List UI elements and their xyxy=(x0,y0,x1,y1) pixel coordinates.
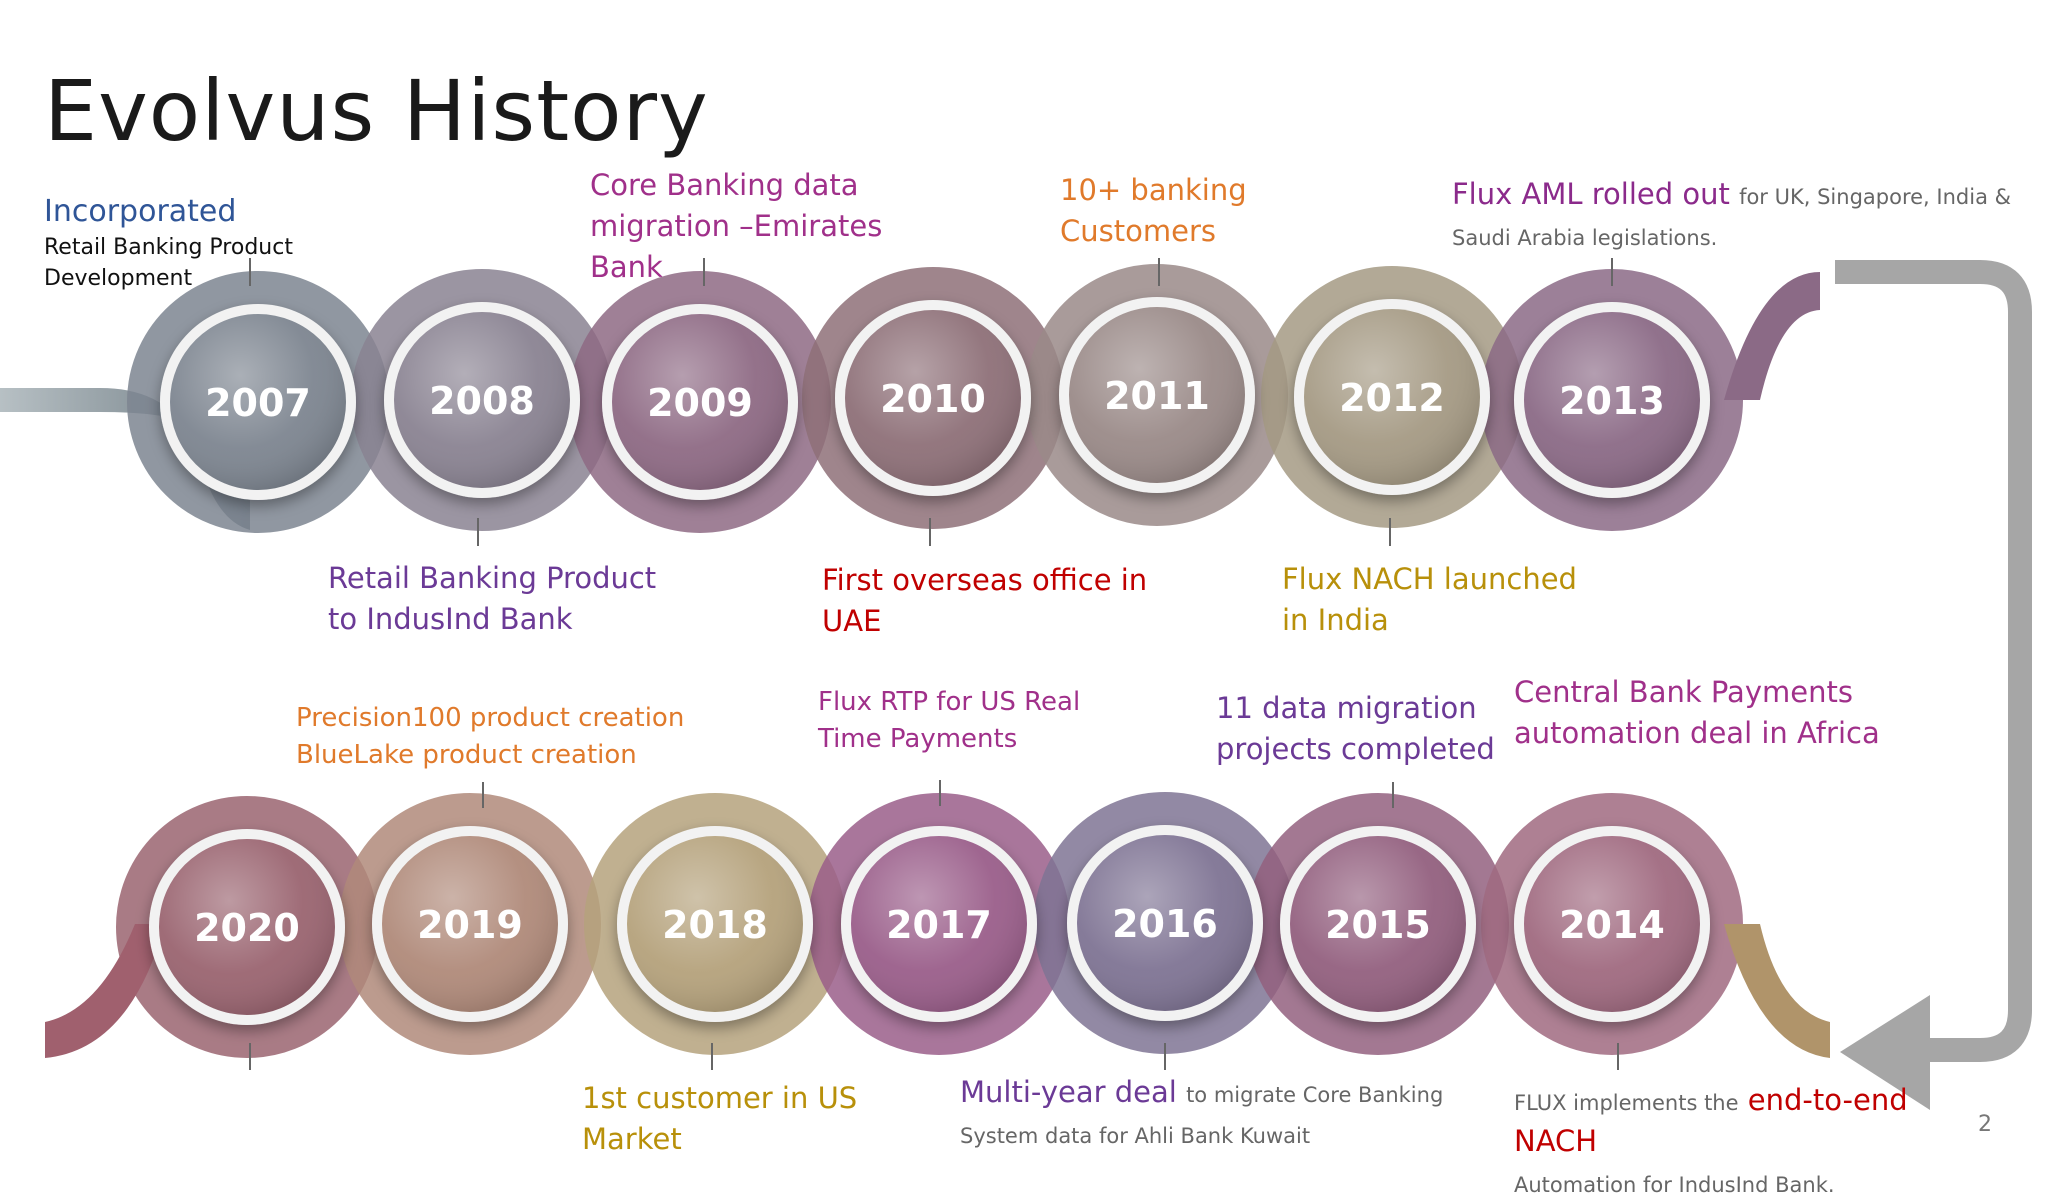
track-arc-lower-2018 xyxy=(584,793,846,925)
track-arc-lower-2014 xyxy=(1481,793,1743,925)
year-label-2013: 2013 xyxy=(1559,379,1665,423)
track-arc-2013 xyxy=(1481,399,1743,531)
milestone-2010-label: First overseas office in UAE xyxy=(822,563,1148,638)
track-arc-2018 xyxy=(584,923,846,1055)
timeline-track xyxy=(0,264,1830,1058)
track-lead-out-bottom xyxy=(1724,924,1830,1058)
year-node-shine xyxy=(382,836,558,1012)
track-arc-lower-2007 xyxy=(127,271,389,403)
milestone-2014-label: FLUX implements the end-to-end NACH Auto… xyxy=(1514,1083,1908,1197)
year-label-2010: 2010 xyxy=(880,377,986,421)
year-node-2019: 2019 xyxy=(372,826,568,1022)
year-node-shine xyxy=(1069,307,1245,483)
year-label-2014: 2014 xyxy=(1559,903,1665,947)
slide-title: Evolvus History xyxy=(44,62,709,160)
year-node-2012: 2012 xyxy=(1294,299,1490,495)
year-node-2008: 2008 xyxy=(384,302,580,498)
year-node-2007: 2007 xyxy=(160,304,356,500)
milestone-2013-label: Flux AML rolled out for UK, Singapore, I… xyxy=(1452,177,2011,250)
year-label-2012: 2012 xyxy=(1339,376,1445,420)
year-node-2017: 2017 xyxy=(841,826,1037,1022)
track-arc-lower-2017 xyxy=(808,923,1070,1055)
year-node-shine xyxy=(851,836,1027,1012)
track-arc-lower-2010 xyxy=(802,397,1064,529)
timeline-diagram: 2007 2008 2009 2010 2011 2012 2013 2014 2015 2016… xyxy=(0,258,2032,1110)
track-arc-lower-2020 xyxy=(116,796,378,928)
milestone-2019-label: Precision100 product creation BlueLake p… xyxy=(296,703,685,770)
track-arc-lower-2009 xyxy=(569,271,831,403)
milestone-2016-label: Multi-year deal to migrate Core Banking … xyxy=(960,1075,1444,1148)
track-arc-2010 xyxy=(802,267,1064,399)
year-node-shine xyxy=(1304,309,1480,485)
year-node-2013: 2013 xyxy=(1514,302,1710,498)
track-arc-2007 xyxy=(127,401,389,533)
milestone-2017-label: Flux RTP for US Real Time Payments xyxy=(818,687,1081,754)
year-node-2018: 2018 xyxy=(617,826,813,1022)
year-node-2015: 2015 xyxy=(1280,826,1476,1022)
milestone-2018-label: 1st customer in US Market xyxy=(582,1081,858,1156)
year-label-2008: 2008 xyxy=(429,379,535,423)
track-arc-2017 xyxy=(808,793,1070,925)
milestone-2008-label: Retail Banking Product to IndusInd Bank xyxy=(328,561,657,636)
milestone-2012-label: Flux NACH launched in India xyxy=(1282,562,1577,637)
year-node-2014: 2014 xyxy=(1514,826,1710,1022)
year-label-2015: 2015 xyxy=(1325,903,1431,947)
year-label-2018: 2018 xyxy=(662,903,768,947)
year-node-2020: 2020 xyxy=(149,829,345,1025)
year-label-2009: 2009 xyxy=(647,381,753,425)
slide: 2007 2008 2009 2010 2011 2012 2013 2014 2015 2016… xyxy=(0,62,2032,1197)
year-node-shine xyxy=(394,312,570,488)
year-node-shine xyxy=(1524,836,1700,1012)
year-label-2011: 2011 xyxy=(1104,374,1210,418)
page-number: 2 xyxy=(1978,1112,1992,1137)
track-arc-2012 xyxy=(1261,266,1523,398)
row-connector-arrow xyxy=(1835,260,2032,1110)
track-arc-lower-2013 xyxy=(1481,269,1743,401)
track-arc-2020 xyxy=(116,926,378,1058)
year-label-2019: 2019 xyxy=(417,903,523,947)
year-label-2017: 2017 xyxy=(886,903,992,947)
track-arc-2011 xyxy=(1026,394,1288,526)
track-arc-2009 xyxy=(569,401,831,533)
year-node-2011: 2011 xyxy=(1059,297,1255,493)
year-label-2007: 2007 xyxy=(205,381,311,425)
track-lead-out-top xyxy=(1724,272,1820,400)
track-arc-2019 xyxy=(339,793,601,925)
year-label-2016: 2016 xyxy=(1112,902,1218,946)
track-arc-lower-2011 xyxy=(1026,264,1288,396)
year-node-shine xyxy=(1524,312,1700,488)
arrow-head-icon xyxy=(1840,995,1930,1110)
milestone-2011-label: 10+ banking Customers xyxy=(1060,173,1247,248)
track-arc-lower-2015 xyxy=(1247,923,1509,1055)
year-node-shine xyxy=(627,836,803,1012)
year-node-shine xyxy=(612,314,788,490)
track-arc-lower-2019 xyxy=(339,923,601,1055)
milestone-2007-label: Incorporated Retail Banking Product Deve… xyxy=(44,194,293,291)
milestone-2015-label: 11 data migration projects completed xyxy=(1216,691,1495,766)
year-node-shine xyxy=(1290,836,1466,1012)
milestone-2009-label: Core Banking data migration –Emirates Ba… xyxy=(590,168,883,284)
track-lead-out-left xyxy=(45,924,165,1058)
year-node-2009: 2009 xyxy=(602,304,798,500)
year-node-shine xyxy=(845,310,1021,486)
track-arc-2014 xyxy=(1481,923,1743,1055)
year-node-2016: 2016 xyxy=(1067,825,1263,1021)
year-node-shine xyxy=(159,839,335,1015)
track-arc-2015 xyxy=(1247,793,1509,925)
milestone-2014-deal-label: Central Bank Payments automation deal in… xyxy=(1514,675,1880,750)
year-node-shine xyxy=(1077,835,1253,1011)
year-node-shine xyxy=(170,314,346,490)
year-label-2020: 2020 xyxy=(194,906,300,950)
year-node-2010: 2010 xyxy=(835,300,1031,496)
